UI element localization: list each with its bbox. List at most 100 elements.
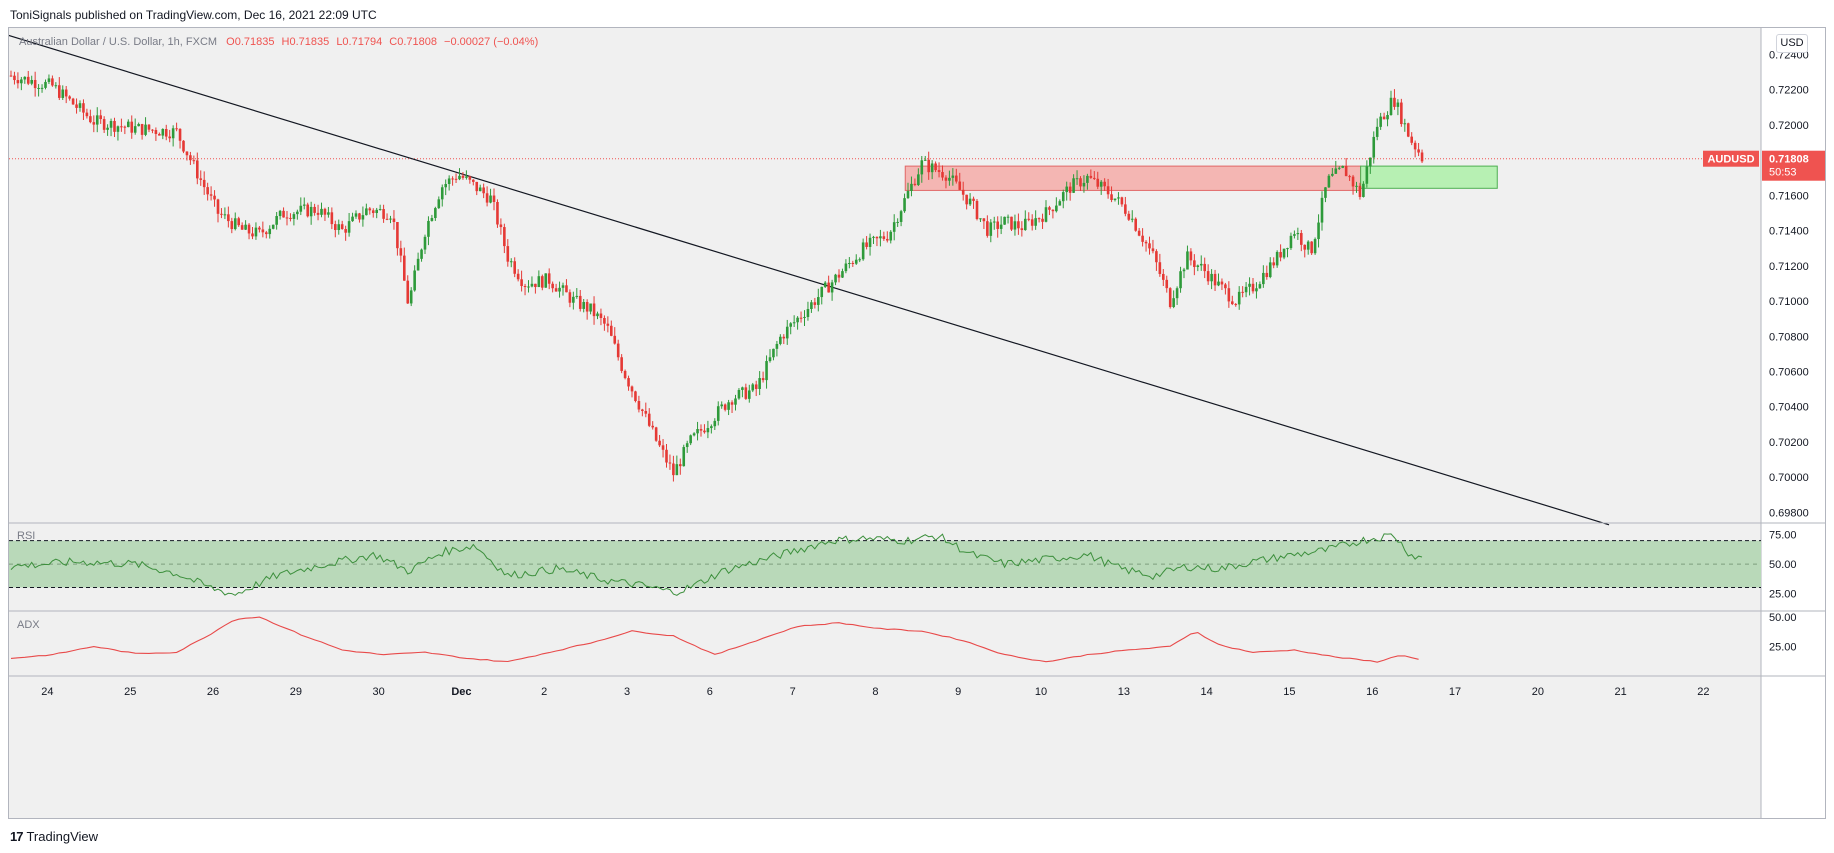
candle-body <box>972 198 975 201</box>
candle-body <box>102 119 106 130</box>
candle-body <box>551 283 554 289</box>
candle-body <box>416 258 420 271</box>
candle-body <box>799 317 803 319</box>
candle-body <box>58 85 61 98</box>
time-tick-label: 24 <box>41 686 53 698</box>
candle-body <box>216 199 220 214</box>
candle-body <box>599 313 603 318</box>
chart-frame[interactable]: RSI ADX 0.72400 0.72200 0.72000 0.71600 0.7140… <box>8 27 1826 819</box>
candle-body <box>1337 167 1341 169</box>
candle-body <box>886 238 889 241</box>
candle-body <box>168 136 171 139</box>
candle-body <box>1213 273 1217 286</box>
candle-body <box>917 174 920 185</box>
candle-body <box>1237 291 1241 305</box>
candle-body <box>627 378 630 387</box>
candle-body <box>444 184 447 188</box>
candle-body <box>440 187 444 200</box>
candle-body <box>82 103 85 113</box>
candle-body <box>692 433 696 436</box>
candle-body <box>1396 102 1400 107</box>
candle-body <box>817 297 820 305</box>
candle-body <box>761 378 765 381</box>
candle-body <box>1044 207 1048 222</box>
candle-body <box>292 214 296 219</box>
candle-body <box>99 115 102 120</box>
candle-body <box>923 159 927 161</box>
candle-body <box>371 210 375 214</box>
candle-body <box>1034 218 1037 226</box>
candle-body <box>306 204 309 217</box>
price-tick-label: 0.70000 <box>1769 472 1809 484</box>
candle-body <box>1386 114 1389 120</box>
currency-button[interactable]: USD <box>1776 34 1808 53</box>
time-tick-label: 29 <box>290 686 302 698</box>
candle-body <box>751 384 755 391</box>
candle-body <box>620 357 623 371</box>
candle-body <box>644 410 648 414</box>
candle-body <box>437 199 441 209</box>
candle-body <box>703 430 706 433</box>
candle-body <box>447 178 451 185</box>
candle-body <box>610 325 613 336</box>
price-tick-label: 0.72000 <box>1769 120 1809 132</box>
candle-body <box>1010 216 1013 230</box>
candle-body <box>1082 182 1086 187</box>
symbol-title: Australian Dollar / U.S. Dollar, 1h, FXC… <box>19 36 218 48</box>
price-tag-countdown: 50:53 <box>1769 167 1797 179</box>
candle-body <box>516 273 520 280</box>
candle-body <box>720 404 723 407</box>
candle-body <box>1068 186 1072 193</box>
candle-body <box>872 236 875 238</box>
candle-body <box>920 160 924 175</box>
candle-body <box>1358 185 1362 197</box>
symbol-tag-text: AUDUSD <box>1707 154 1754 166</box>
candle-body <box>1224 284 1227 289</box>
candle-body <box>827 282 830 293</box>
candle-body <box>689 435 692 444</box>
candle-body <box>254 227 258 237</box>
footer-brand[interactable]: 17 TradingView <box>10 829 98 844</box>
candle-body <box>1241 291 1244 293</box>
candle-body <box>378 209 382 211</box>
candle-body <box>1189 251 1193 261</box>
price-tick-label: 0.70600 <box>1769 367 1809 379</box>
candle-body <box>889 231 893 241</box>
candle-body <box>1203 263 1206 272</box>
candle-body <box>485 193 489 203</box>
candle-body <box>140 124 144 135</box>
price-tick-label: 0.71200 <box>1769 261 1809 273</box>
candle-body <box>568 292 572 303</box>
candle-body <box>844 263 848 272</box>
candle-body <box>120 126 123 128</box>
candle-body <box>585 301 589 312</box>
candle-body <box>1320 197 1324 223</box>
candle-body <box>1327 175 1331 188</box>
rsi-tick-label: 25.00 <box>1769 588 1797 600</box>
candle-body <box>151 129 154 131</box>
candle-body <box>1244 286 1248 293</box>
time-tick-label: 14 <box>1201 686 1213 698</box>
candle-body <box>592 303 596 317</box>
candle-body <box>106 127 109 130</box>
candle-body <box>78 103 82 108</box>
candle-body <box>937 170 941 173</box>
candle-body <box>289 217 292 219</box>
change-value: −0.00027 (−0.04%) <box>444 36 539 48</box>
candle-body <box>1061 192 1065 202</box>
candle-body <box>1113 198 1117 201</box>
chart-canvas[interactable]: RSIADX0.724000.722000.720000.716000.7140… <box>9 28 1826 819</box>
candle-body <box>716 406 720 421</box>
candle-body <box>26 76 30 84</box>
candle-body <box>616 343 620 358</box>
candle-body <box>1093 177 1096 179</box>
candle-body <box>202 179 206 188</box>
candle-body <box>1420 152 1424 162</box>
candle-body <box>1279 251 1282 258</box>
candle-body <box>534 283 537 288</box>
candle-body <box>403 255 406 281</box>
candle-body <box>523 286 527 288</box>
candle-body <box>1127 213 1131 220</box>
adx-label: ADX <box>17 619 40 631</box>
candle-body <box>399 248 403 256</box>
